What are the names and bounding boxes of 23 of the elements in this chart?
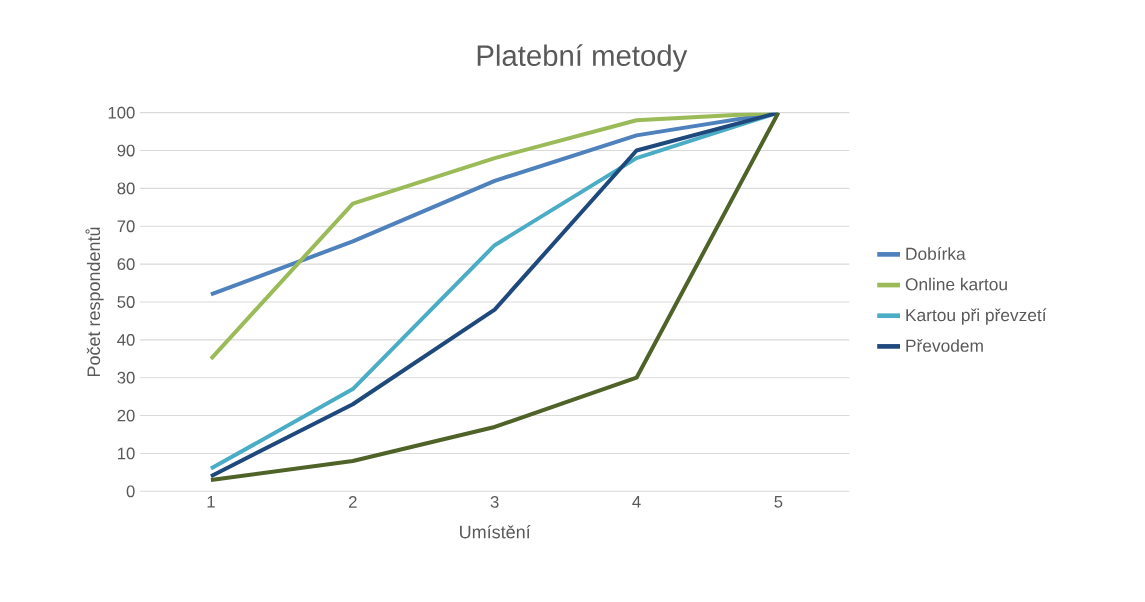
y-tick-label: 30: [117, 371, 135, 384]
y-tick-label: 100: [108, 106, 135, 119]
x-tick-label: 5: [774, 496, 783, 508]
y-tick-label: 20: [117, 409, 135, 422]
x-tick-label: 3: [490, 496, 499, 508]
y-tick-label: 80: [117, 182, 135, 195]
y-axis-title: Počet respondentů: [85, 227, 104, 377]
y-tick-label: 70: [117, 220, 135, 233]
x-tick-label: 2: [349, 496, 357, 508]
legend-label: Dobírka: [906, 247, 966, 260]
chart-title: Platební metody: [477, 44, 688, 72]
y-tick-label: 0: [126, 485, 135, 498]
legend-label: Kartou při převzetí: [906, 308, 1047, 325]
y-tick-label: 60: [117, 258, 135, 271]
x-tick-label: 1: [207, 496, 215, 508]
x-axis-title: Umístění: [460, 524, 531, 539]
y-tick-label: 10: [118, 447, 135, 460]
x-tick-label: 4: [632, 496, 641, 508]
y-tick-label: 40: [117, 333, 135, 346]
y-tick-label: 90: [117, 144, 135, 157]
y-tick-label: 50: [117, 296, 135, 308]
legend-label: Online kartou: [905, 277, 1007, 291]
legend-label: Převodem: [906, 339, 983, 352]
